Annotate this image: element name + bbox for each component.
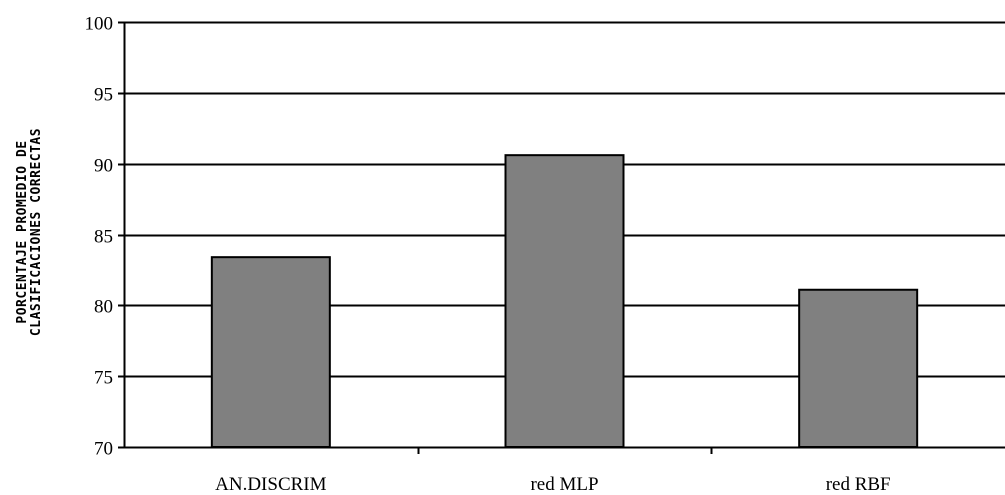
bars	[212, 155, 917, 447]
bar-2	[506, 155, 624, 447]
y-axis-label: PORCENTAJE PROMEDIO DE CLASIFICACIONES C…	[15, 128, 44, 336]
x-tick-label-1: AN.DISCRIM	[215, 474, 326, 495]
y-tick-labels: 70 75 80 85 90 95 100	[85, 14, 114, 460]
y-tick-label-70: 70	[94, 439, 113, 460]
bar-3	[799, 290, 917, 447]
bar-1	[212, 257, 330, 447]
y-tick-label-85: 85	[94, 227, 113, 248]
y-axis-label-line-1: PORCENTAJE PROMEDIO DE	[15, 140, 30, 323]
y-tick-label-95: 95	[94, 85, 113, 106]
y-axis-label-line-2: CLASIFICACIONES CORRECTAS	[29, 128, 44, 336]
x-tick-label-3: red RBF	[826, 474, 891, 495]
y-tick-label-75: 75	[94, 368, 113, 389]
y-tick-label-80: 80	[94, 297, 113, 318]
y-tick-label-100: 100	[85, 14, 114, 35]
x-tick-label-2: red MLP	[530, 474, 598, 495]
y-tick-label-90: 90	[94, 156, 113, 177]
x-tick-labels: AN.DISCRIM red MLP red RBF	[215, 474, 890, 495]
